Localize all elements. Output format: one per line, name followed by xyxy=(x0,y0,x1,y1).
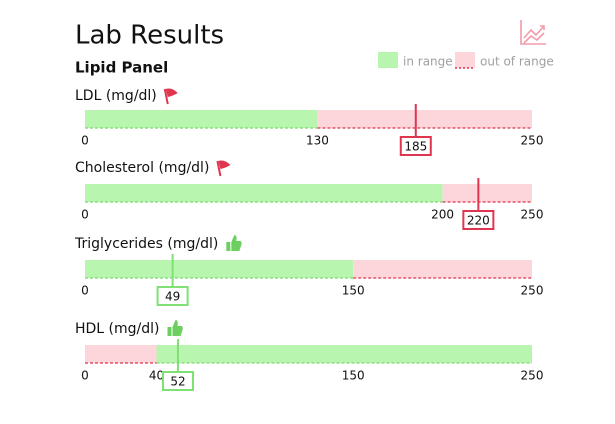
out-of-range-band xyxy=(353,260,532,278)
tick-label: 200 xyxy=(431,208,454,222)
value-label: 185 xyxy=(404,140,427,154)
test-label: Cholesterol (mg/dl) xyxy=(75,160,209,176)
title: Lab Results xyxy=(75,21,224,51)
value-label: 220 xyxy=(467,214,490,228)
thumbs-up-icon xyxy=(226,235,242,251)
thumbs-up-icon xyxy=(167,320,183,336)
test-label: Triglycerides (mg/dl) xyxy=(74,236,218,252)
legend-out-of-range: out of range xyxy=(480,55,554,69)
in-range-band xyxy=(85,110,318,128)
tick-label: 150 xyxy=(342,284,365,298)
flag-icon xyxy=(163,88,178,105)
value-box xyxy=(399,136,432,156)
value-box xyxy=(462,210,495,230)
value-box xyxy=(161,371,194,391)
tick-label: 40 xyxy=(149,369,164,383)
legend-swatch-out-of-range xyxy=(455,52,475,68)
out-of-range-band xyxy=(85,345,157,363)
tick-label: 130 xyxy=(306,134,329,148)
tick-label: 250 xyxy=(521,134,544,148)
out-of-range-band xyxy=(317,110,532,128)
tick-label: 150 xyxy=(342,369,365,383)
tick-label: 0 xyxy=(81,208,89,222)
flag xyxy=(165,88,178,97)
flag xyxy=(218,160,231,169)
tick-label: 0 xyxy=(81,284,89,298)
value-label: 49 xyxy=(165,290,180,304)
flag-icon xyxy=(216,160,231,177)
trend-icon xyxy=(520,20,546,45)
test-label: HDL (mg/dl) xyxy=(75,321,160,337)
out-of-range-band xyxy=(442,184,532,202)
thumb xyxy=(172,320,183,336)
thumb-base xyxy=(226,242,231,251)
value-box xyxy=(156,286,189,306)
in-range-band xyxy=(85,184,443,202)
tick-label: 0 xyxy=(81,369,89,383)
tick-label: 0 xyxy=(81,134,89,148)
in-range-band xyxy=(156,345,532,363)
in-range-band xyxy=(85,260,354,278)
value-label: 52 xyxy=(170,375,185,389)
legend-swatch-in-range xyxy=(378,52,398,68)
tick-label: 250 xyxy=(521,369,544,383)
tick-label: 250 xyxy=(521,284,544,298)
legend-in-range: in range xyxy=(403,55,453,69)
flag xyxy=(163,88,169,105)
test-label: LDL (mg/dl) xyxy=(75,88,157,104)
subtitle: Lipid Panel xyxy=(75,59,168,77)
flag xyxy=(216,160,222,177)
tick-label: 250 xyxy=(521,208,544,222)
thumb xyxy=(231,235,242,251)
thumb-base xyxy=(167,327,172,336)
